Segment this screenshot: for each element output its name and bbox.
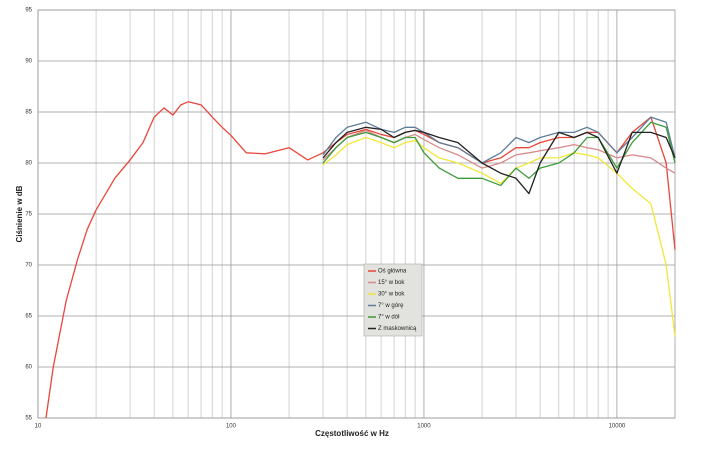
x-tick-label: 10: [35, 424, 42, 430]
legend-label: 30° w bok: [378, 292, 405, 298]
y-tick-label: 70: [25, 263, 32, 269]
legend: Oś główna 15° w bok 30° w bok 7° w górę 7° w…: [363, 263, 423, 337]
y-tick-label: 75: [25, 212, 32, 218]
legend-label: Oś główna: [378, 269, 407, 275]
legend-box: [363, 263, 423, 337]
series-line: [322, 129, 676, 174]
y-tick-label: 60: [25, 365, 32, 371]
series-line: [322, 121, 676, 187]
legend-label: Z maskownicą: [378, 326, 417, 332]
y-axis-title: Ciśnienie w dB: [15, 185, 24, 242]
x-axis-title: Częstotliwość w Hz: [315, 429, 389, 438]
legend-label: 15° w bok: [378, 280, 405, 286]
series-line: [45, 101, 676, 419]
y-tick-label: 55: [25, 416, 32, 422]
x-tick-label: 10000: [609, 424, 626, 430]
y-tick-label: 80: [25, 161, 32, 167]
y-tick-label: 65: [25, 314, 32, 320]
x-tick-label: 1000: [417, 424, 431, 430]
y-tick-label: 85: [25, 110, 32, 116]
x-tick-label: 100: [226, 424, 237, 430]
y-tick-label: 90: [25, 59, 32, 65]
series-line: [322, 116, 676, 164]
legend-label: 7° w górę: [378, 303, 404, 309]
series-line: [322, 126, 676, 195]
plot-border: [37, 9, 676, 419]
y-tick-label: 95: [25, 8, 32, 14]
legend-label: 7° w dół: [378, 315, 400, 321]
